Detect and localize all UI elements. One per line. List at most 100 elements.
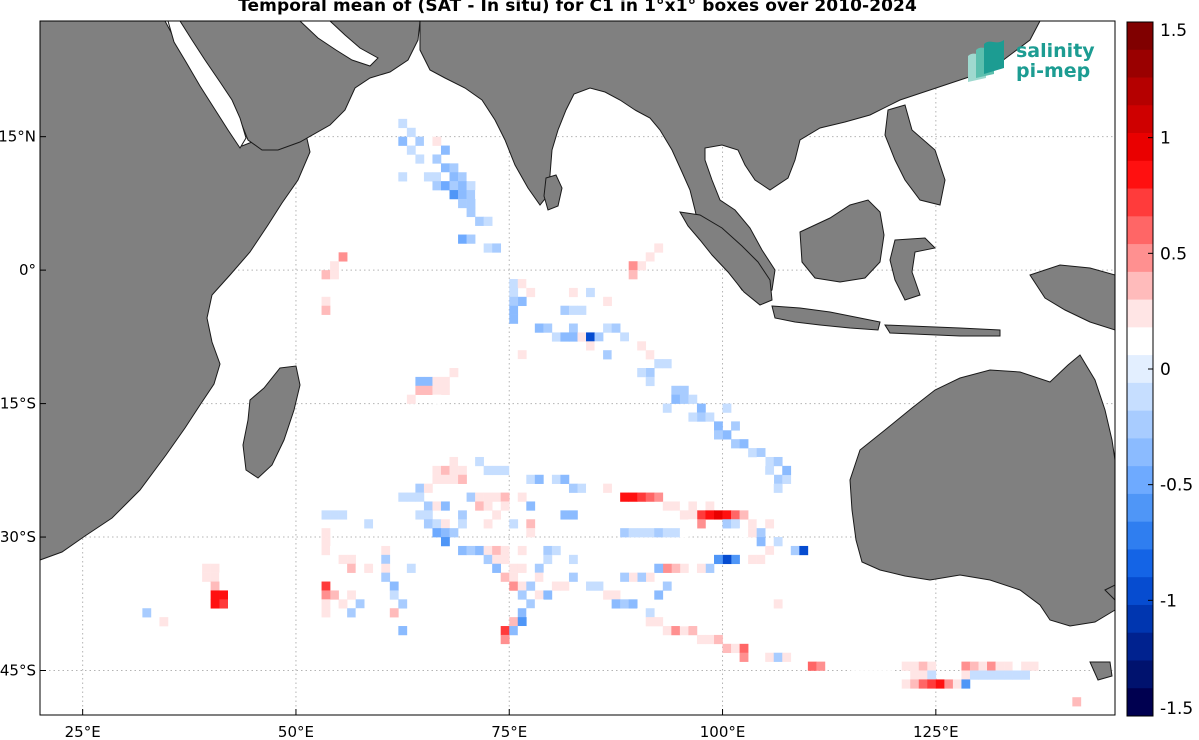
data-cell-238 xyxy=(748,528,757,538)
data-cell-310 xyxy=(628,599,638,609)
data-cell-205 xyxy=(637,492,647,502)
data-cell-319 xyxy=(696,634,706,645)
data-cell-390 xyxy=(321,537,331,547)
data-cell-228 xyxy=(620,528,629,538)
data-cell-306 xyxy=(603,590,612,600)
data-cell-312 xyxy=(645,608,655,618)
data-cell-198 xyxy=(432,528,442,538)
data-cell-406 xyxy=(398,599,408,609)
data-cell-103 xyxy=(423,385,433,395)
data-cell-393 xyxy=(338,554,348,565)
data-cell-241 xyxy=(773,537,783,547)
data-cell-66 xyxy=(568,332,578,342)
data-cell-287 xyxy=(517,581,527,591)
data-cell-64 xyxy=(560,332,570,342)
land-borneo xyxy=(799,199,885,283)
data-cell-82 xyxy=(654,359,664,369)
data-cell-349 xyxy=(952,679,962,689)
data-cell-75 xyxy=(603,350,612,360)
data-cell-145 xyxy=(483,465,493,476)
data-cell-143 xyxy=(466,456,476,467)
data-cell-262 xyxy=(458,545,467,556)
data-cell-243 xyxy=(756,554,766,565)
data-cell-89 xyxy=(637,252,647,262)
data-cell-141 xyxy=(449,456,459,467)
data-cell-173 xyxy=(475,492,484,502)
data-cell-209 xyxy=(671,501,681,511)
data-cell-351 xyxy=(969,661,979,671)
data-cell-348 xyxy=(944,679,954,689)
data-cell-25 xyxy=(449,190,459,200)
data-cell-42 xyxy=(330,270,339,280)
data-cell-50 xyxy=(517,296,527,307)
data-cell-366 xyxy=(1012,670,1022,680)
data-cell-199 xyxy=(440,528,450,538)
data-cell-215 xyxy=(705,510,715,520)
data-cell-162 xyxy=(568,483,578,493)
colorbar-segment-17 xyxy=(1127,493,1153,523)
data-cell-186 xyxy=(423,510,433,520)
data-cell-292 xyxy=(526,599,536,609)
data-cell-336 xyxy=(901,661,911,671)
data-cell-225 xyxy=(731,519,740,529)
data-cell-30 xyxy=(466,198,476,209)
data-cell-227 xyxy=(688,510,698,520)
data-cell-333 xyxy=(867,661,877,671)
data-cell-402 xyxy=(381,563,391,573)
data-cell-138 xyxy=(765,474,775,484)
colorbar-tick-label-6: -1.5 xyxy=(1160,699,1193,719)
data-cell-383 xyxy=(159,617,169,627)
data-cell-272 xyxy=(483,554,493,565)
data-cell-148 xyxy=(432,465,442,476)
data-cell-81 xyxy=(654,350,664,360)
data-cell-340 xyxy=(910,670,920,680)
data-cell-386 xyxy=(330,510,339,520)
data-cell-418 xyxy=(355,608,365,618)
data-cell-382 xyxy=(142,608,152,618)
data-cell-219 xyxy=(739,510,749,520)
data-cell-183 xyxy=(500,501,510,511)
data-cell-409 xyxy=(347,590,356,600)
data-cell-274 xyxy=(500,554,510,565)
data-cell-72 xyxy=(603,323,612,333)
data-cell-14 xyxy=(423,172,433,182)
data-cell-342 xyxy=(927,670,937,680)
data-cell-249 xyxy=(714,554,723,565)
colorbar-segment-23 xyxy=(1127,660,1153,689)
data-cell-362 xyxy=(978,670,988,680)
data-cell-398 xyxy=(372,554,382,565)
data-cell-136 xyxy=(731,421,740,431)
data-cell-60 xyxy=(586,287,595,298)
data-cell-13 xyxy=(449,163,459,173)
colorbar-segment-15 xyxy=(1127,438,1153,467)
data-cell-314 xyxy=(654,617,664,627)
data-cell-387 xyxy=(338,510,348,520)
data-cell-53 xyxy=(509,314,519,324)
x-tick-label-0: 25°E xyxy=(65,723,101,740)
data-cell-290 xyxy=(534,590,544,600)
data-cell-270 xyxy=(551,545,561,556)
data-cell-311 xyxy=(637,608,647,618)
data-cell-140 xyxy=(440,456,450,467)
data-cell-363 xyxy=(987,670,996,680)
data-cell-171 xyxy=(415,492,425,502)
data-cell-152 xyxy=(423,474,433,484)
data-cell-110 xyxy=(671,385,681,395)
data-cell-294 xyxy=(517,608,527,618)
data-cell-109 xyxy=(517,359,527,369)
data-cell-391 xyxy=(321,545,331,556)
data-cell-57 xyxy=(577,305,587,315)
data-cell-146 xyxy=(492,465,502,476)
y-tick-label-1: 0° xyxy=(19,261,36,279)
data-cell-356 xyxy=(1012,661,1022,671)
data-cell-55 xyxy=(560,305,570,315)
data-cell-101 xyxy=(449,368,459,378)
land-sulawesi xyxy=(889,237,937,301)
data-cell-266 xyxy=(492,545,502,556)
data-cell-207 xyxy=(654,492,664,502)
data-cell-279 xyxy=(492,563,502,573)
data-cell-99 xyxy=(432,376,442,387)
data-cell-265 xyxy=(483,545,493,556)
data-cell-84 xyxy=(662,359,672,369)
x-tick-label-1: 50°E xyxy=(278,723,314,740)
